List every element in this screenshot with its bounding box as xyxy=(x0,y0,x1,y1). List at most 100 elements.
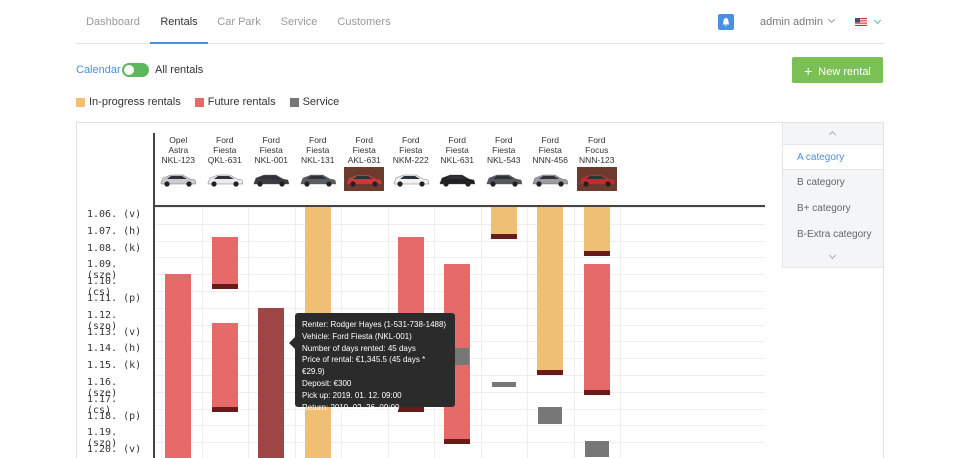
swatch-in-progress xyxy=(76,97,85,107)
us-flag-icon[interactable] xyxy=(855,18,867,26)
car-plate: AKL-631 xyxy=(347,155,381,165)
rental-bar[interactable] xyxy=(583,264,610,396)
grid-column-line xyxy=(201,207,203,458)
rental-bar[interactable] xyxy=(211,322,238,412)
category-a[interactable]: A category xyxy=(783,144,883,170)
car-make: Ford xyxy=(262,135,280,145)
view-toggle[interactable] xyxy=(122,63,149,77)
rental-bar[interactable] xyxy=(165,274,192,458)
car-model: Fiesta xyxy=(259,145,283,155)
car-thumbnail xyxy=(297,167,338,191)
new-rental-label: New rental xyxy=(818,66,871,78)
rental-end-marker xyxy=(583,250,610,256)
car-plate: NKL-123 xyxy=(161,155,196,165)
category-b-extra[interactable]: B-Extra category xyxy=(797,229,872,240)
chevron-up-icon[interactable] xyxy=(828,130,837,139)
rental-end-marker xyxy=(211,284,238,290)
car-model: Fiesta xyxy=(306,145,330,155)
car-make: Ford xyxy=(541,135,559,145)
car-header[interactable]: Opel Astra NKL-123 xyxy=(155,135,201,165)
tooltip-days: Number of days rented: 45 days xyxy=(302,343,416,353)
tooltip-renter: Renter: Rodger Hayes (1-531-738-1488) xyxy=(302,320,447,329)
tab-rentals[interactable]: Rentals xyxy=(150,0,208,44)
rental-end-marker xyxy=(583,390,610,396)
chevron-down-icon[interactable] xyxy=(873,16,882,25)
day-label: 1.17. (cs) xyxy=(87,393,118,416)
plus-icon: + xyxy=(804,63,813,79)
grid-row-line xyxy=(155,240,765,242)
chevron-down-icon[interactable] xyxy=(828,251,837,260)
bell-icon[interactable] xyxy=(718,14,734,30)
car-header[interactable]: Ford Fiesta QKL-631 xyxy=(202,135,248,165)
tooltip-pickup: Pick up: 2019. 01. 12. 09:00 xyxy=(302,390,402,400)
day-label: 1.11. (p) xyxy=(87,293,142,304)
car-header[interactable]: Ford Fiesta NKL-631 xyxy=(434,135,480,165)
all-rentals-label[interactable]: All rentals xyxy=(155,64,204,76)
tab-dashboard[interactable]: Dashboard xyxy=(86,16,140,28)
car-header[interactable]: Ford Focus NNN-123 xyxy=(574,135,620,165)
car-header[interactable]: Ford Fiesta NKL-001 xyxy=(248,135,294,165)
tooltip-deposit: Deposit: €300 xyxy=(302,378,352,388)
service-bar[interactable] xyxy=(584,440,609,458)
car-model: Fiesta xyxy=(213,145,237,155)
legend: In-progress rentals Future rentals Servi… xyxy=(76,96,339,108)
legend-item: In-progress rentals xyxy=(76,96,181,108)
grid-column-line xyxy=(248,207,249,458)
car-thumbnail xyxy=(483,167,524,191)
car-model: Focus xyxy=(585,145,609,155)
calendar-view-label[interactable]: Calendar xyxy=(76,64,121,76)
car-make: Ford xyxy=(402,135,420,145)
day-label: 1.06. (v) xyxy=(87,209,142,220)
car-header[interactable]: Ford Fiesta AKL-631 xyxy=(341,135,387,165)
car-plate: NKL-543 xyxy=(486,155,521,165)
tab-car-park[interactable]: Car Park xyxy=(217,16,261,28)
chevron-down-icon xyxy=(827,15,836,24)
header-divider xyxy=(153,205,765,207)
rental-bar[interactable] xyxy=(258,307,285,458)
car-plate: NNN-123 xyxy=(579,155,615,165)
top-navigation: Dashboard Rentals Car Park Service Custo… xyxy=(76,0,884,44)
car-header[interactable]: Ford Fiesta NKM-222 xyxy=(388,135,434,165)
car-model: Fiesta xyxy=(492,145,516,155)
tab-customers[interactable]: Customers xyxy=(337,16,391,28)
service-bar[interactable] xyxy=(491,381,516,387)
rental-bar[interactable] xyxy=(211,237,238,290)
rental-end-marker xyxy=(211,406,238,412)
user-menu[interactable]: admin admin xyxy=(760,0,836,44)
axis-divider xyxy=(153,133,155,458)
rental-bar[interactable] xyxy=(537,207,564,375)
rental-calendar: Opel Astra NKL-123 Ford Fiesta QKL-631 Ford Fie… xyxy=(76,122,884,458)
car-plate: NNN-456 xyxy=(532,155,568,165)
car-thumbnail xyxy=(390,167,431,191)
day-label: 1.10. (cs) xyxy=(87,276,118,299)
new-rental-button[interactable]: + New rental xyxy=(792,57,883,83)
service-bar[interactable] xyxy=(538,406,563,424)
car-model: Fiesta xyxy=(445,145,469,155)
car-plate: NKL-131 xyxy=(300,155,335,165)
tab-service[interactable]: Service xyxy=(280,16,318,28)
tooltip-return: Return: 2019. 02. 26. 09:00 xyxy=(302,402,400,412)
grid-row-line xyxy=(155,257,765,259)
rental-bar[interactable] xyxy=(490,207,517,239)
day-label: 1.13. (v) xyxy=(87,326,142,338)
day-label: 1.14. (h) xyxy=(87,343,142,355)
grid-column-line xyxy=(480,207,482,458)
day-label: 1.19. (szo) xyxy=(87,427,118,450)
rental-bar[interactable] xyxy=(583,207,610,256)
swatch-service xyxy=(289,97,299,107)
rental-end-marker xyxy=(397,406,424,412)
legend-item: Service xyxy=(289,96,340,108)
grid-column-line xyxy=(573,207,575,458)
grid-column-line xyxy=(620,207,621,458)
category-b[interactable]: B category xyxy=(797,177,845,188)
car-make: Ford xyxy=(588,135,606,145)
legend-label: Service xyxy=(302,96,340,108)
car-header[interactable]: Ford Fiesta NKL-131 xyxy=(295,135,341,165)
day-label: 1.09. (sze) xyxy=(87,259,118,282)
tooltip-price: Price of rental: €1,345.5 (45 days * €29… xyxy=(302,355,426,377)
car-header[interactable]: Ford Fiesta NKL-543 xyxy=(481,135,527,165)
car-make: Ford xyxy=(495,135,513,145)
day-label: 1.18. (p) xyxy=(87,410,142,422)
category-b-plus[interactable]: B+ category xyxy=(797,203,851,214)
car-header[interactable]: Ford Fiesta NNN-456 xyxy=(527,135,573,165)
